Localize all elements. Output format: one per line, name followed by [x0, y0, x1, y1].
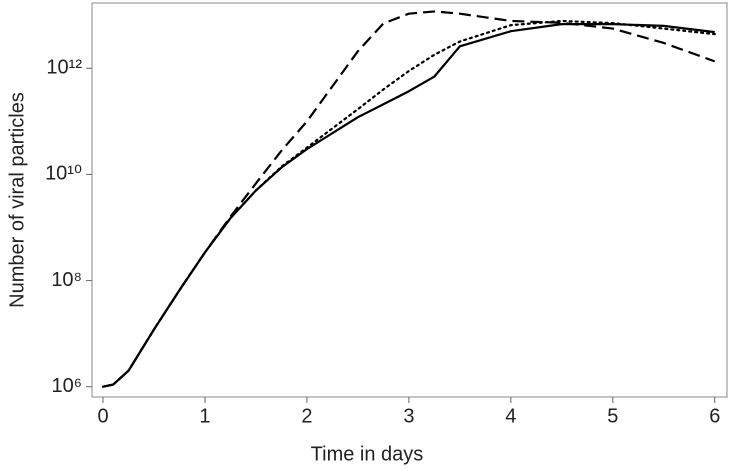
x-tick-label: 1: [199, 405, 210, 427]
series-line: [101, 19, 716, 388]
y-axis-label: Number of viral particles: [6, 92, 28, 308]
x-tick-label: 4: [505, 405, 516, 427]
series-line: [102, 23, 715, 388]
y-tick-label: 10⁶: [52, 375, 82, 397]
y-tick-label: 10⁸: [51, 269, 82, 291]
x-axis-label: Time in days: [311, 443, 424, 465]
y-tick-label: 10¹⁰: [45, 163, 82, 185]
series-line: [102, 10, 716, 388]
plot-frame: [91, 2, 728, 398]
y-tick-label: 10¹²: [46, 57, 82, 79]
x-tick-label: 0: [97, 405, 108, 427]
x-tick-label: 2: [301, 405, 312, 427]
x-tick-label: 6: [709, 405, 720, 427]
x-tick-label: 5: [607, 405, 618, 427]
x-tick-label: 3: [403, 405, 414, 427]
